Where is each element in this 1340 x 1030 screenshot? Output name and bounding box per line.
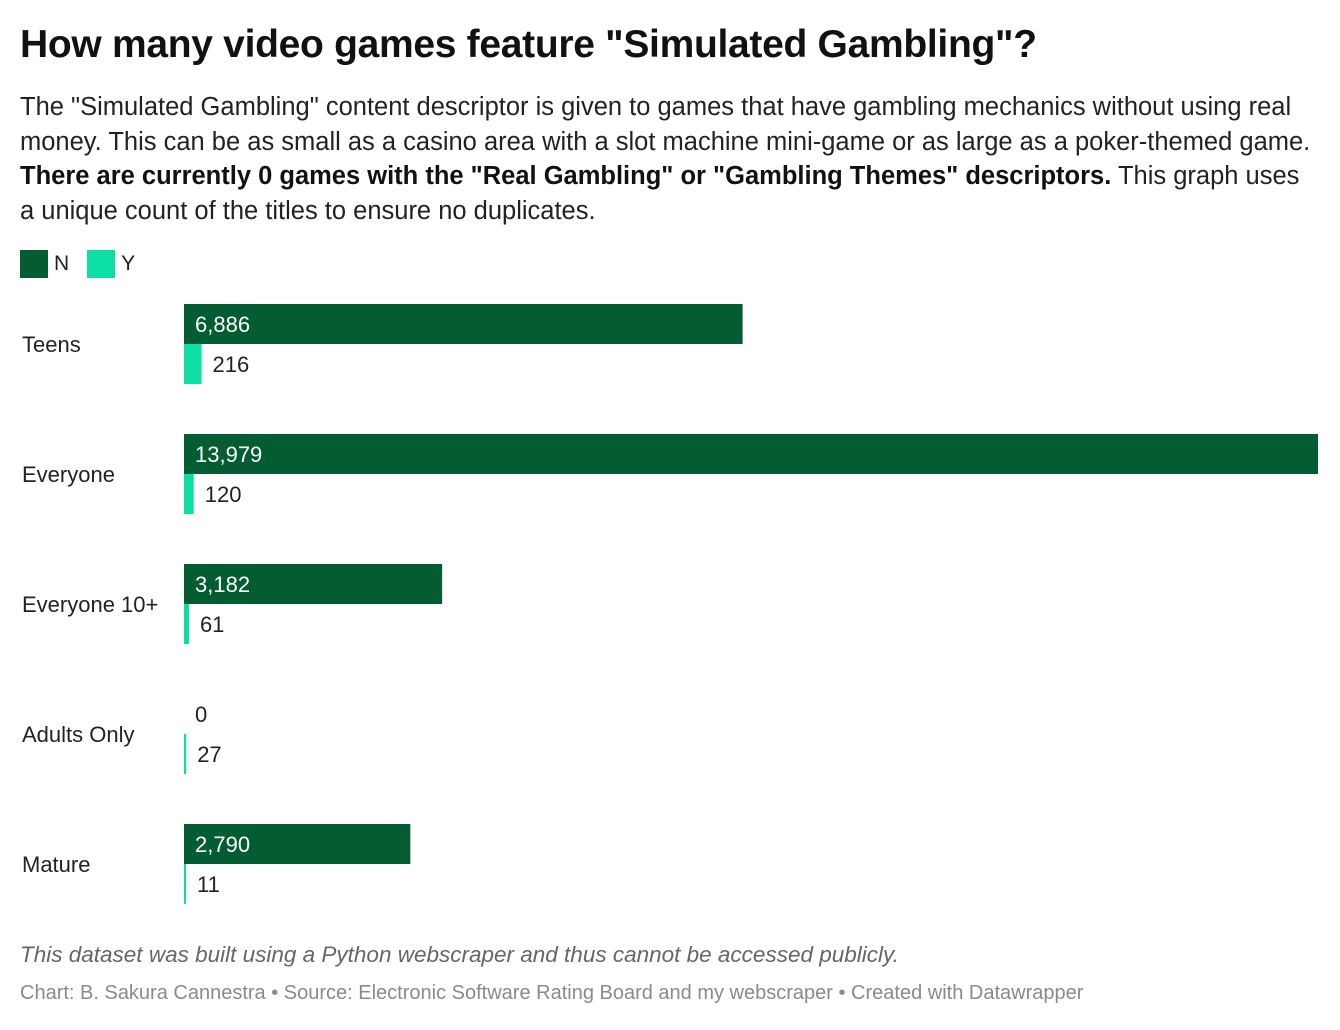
data-label-y: 120	[205, 482, 242, 507]
bar-group-1: Everyone 13,979 120	[22, 434, 1318, 514]
bar-n	[184, 304, 743, 344]
bar-group-0: Teens 6,886 216	[22, 304, 743, 384]
data-label-y: 216	[213, 352, 250, 377]
bar-n	[184, 434, 1318, 474]
subtitle-text-2: This graph uses a unique count of the ti…	[20, 162, 1300, 225]
data-label-n: 0	[195, 702, 207, 727]
chart-title: How many video games feature "Simulated …	[20, 23, 1037, 66]
bar-y	[184, 734, 187, 774]
legend-swatch-n	[20, 250, 48, 278]
category-label: Everyone 10+	[22, 592, 158, 617]
chart-credits: Chart: B. Sakura Cannestra • Source: Ele…	[20, 982, 1084, 1004]
bar-y	[184, 864, 186, 904]
legend-label-y: Y	[121, 252, 136, 275]
data-label-y: 27	[197, 742, 221, 767]
legend-swatch-y	[87, 250, 116, 278]
category-label: Teens	[22, 332, 81, 357]
bar-group-2: Everyone 10+ 3,182 61	[22, 564, 443, 644]
chart-note: This dataset was built using a Python we…	[20, 942, 899, 967]
bar-y	[184, 344, 202, 384]
bar-n	[184, 824, 411, 864]
bar-group-4: Mature 2,790 11	[22, 824, 411, 904]
category-label: Mature	[22, 852, 90, 877]
data-label-y: 61	[200, 612, 224, 637]
legend-label-n: N	[54, 252, 70, 275]
category-label: Adults Only	[22, 722, 135, 747]
bar-n	[184, 564, 443, 604]
data-label-n: 3,182	[195, 572, 250, 597]
subtitle-bold-text: There are currently 0 games with the "Re…	[20, 162, 1112, 190]
data-label-n: 2,790	[195, 832, 250, 857]
legend-item-n: N	[20, 250, 69, 278]
chart-legend: N Y	[20, 250, 153, 278]
subtitle-text-1: The "Simulated Gambling" content descrip…	[20, 93, 1311, 156]
chart-subtitle: The "Simulated Gambling" content descrip…	[20, 90, 1320, 228]
bar-y	[184, 604, 189, 644]
data-label-n: 13,979	[195, 442, 262, 467]
data-label-y: 11	[197, 872, 220, 897]
legend-item-y: Y	[87, 250, 135, 278]
data-label-n: 6,886	[195, 312, 250, 337]
category-label: Everyone	[22, 462, 115, 487]
bar-y	[184, 474, 194, 514]
bar-group-3: Adults Only 0 27	[22, 702, 222, 774]
